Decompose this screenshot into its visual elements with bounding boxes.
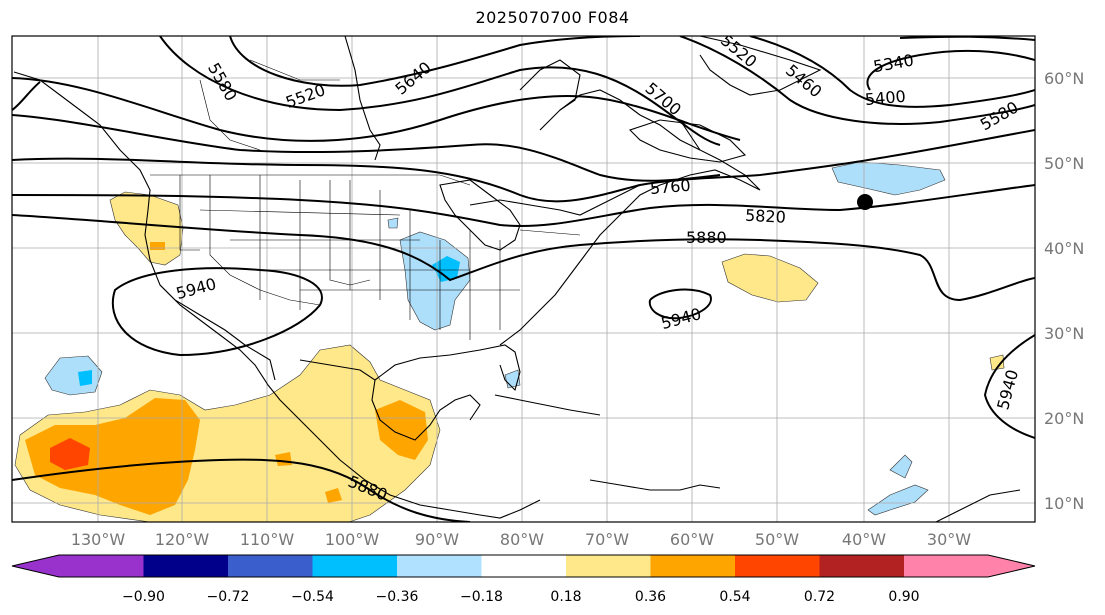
lon-label: 110°W — [240, 530, 295, 549]
political-borders — [150, 59, 581, 340]
positive-anomaly-east — [989, 354, 1005, 371]
longitude-labels: 130°W 120°W 110°W 100°W 90°W 80°W 70°W 6… — [71, 530, 971, 549]
colorbar-tick: 0.54 — [719, 589, 750, 605]
positive-anomaly-strong — [50, 438, 90, 470]
colorbar-segment — [735, 555, 820, 577]
coastlines — [13, 36, 1021, 522]
colorbar-segment — [12, 555, 59, 577]
anomaly-shading — [14, 161, 1005, 522]
colorbar-segment — [566, 555, 651, 577]
colorbar-tick: 0.90 — [888, 589, 919, 605]
colorbar-tick: 0.36 — [635, 589, 666, 605]
positive-anomaly-small-2 — [325, 488, 342, 503]
colorbar-tick: 0.18 — [550, 589, 581, 605]
lat-label: 30°N — [1044, 324, 1084, 343]
graticule — [12, 36, 1035, 522]
colorbar-tick: −0.54 — [291, 589, 334, 605]
colorbar-segment — [312, 555, 397, 577]
colorbar-segment — [904, 555, 989, 577]
negative-anomaly-caribbean-2 — [867, 484, 929, 516]
colorbar-segment — [143, 555, 228, 577]
lat-label: 10°N — [1044, 494, 1084, 513]
lon-label: 30°W — [927, 530, 971, 549]
lon-label: 40°W — [842, 530, 886, 549]
colorbar-tick: −0.72 — [207, 589, 250, 605]
lon-label: 70°W — [585, 530, 629, 549]
negative-anomaly-center — [432, 256, 460, 282]
lat-label: 40°N — [1044, 239, 1084, 258]
colorbar-tick: −0.36 — [376, 589, 419, 605]
contour-label: 5760 — [649, 176, 691, 198]
lon-label: 60°W — [670, 530, 714, 549]
lon-label: 50°W — [755, 530, 799, 549]
negative-anomaly-lakes — [387, 217, 399, 229]
negative-anomaly-atlantic-north — [831, 161, 946, 196]
lat-label: 60°N — [1044, 69, 1084, 88]
low-center-marker-icon — [857, 194, 873, 210]
lat-label: 50°N — [1044, 154, 1084, 173]
contour-label: 5880 — [686, 228, 727, 247]
positive-anomaly-atlantic — [721, 253, 819, 303]
lon-label: 100°W — [325, 530, 380, 549]
colorbar-segment — [481, 555, 566, 577]
lat-label: 20°N — [1044, 409, 1084, 428]
colorbar: −0.90 −0.72 −0.54 −0.36 −0.18 0.18 0.36 … — [11, 554, 1036, 605]
colorbar-tick: 0.72 — [804, 589, 835, 605]
contour-label: 5820 — [745, 206, 787, 227]
negative-anomaly-pacific-core — [78, 370, 92, 386]
positive-anomaly-mexico-mid — [25, 398, 200, 515]
latitude-labels: 60°N 50°N 40°N 30°N 20°N 10°N — [1044, 69, 1084, 513]
map-frame — [11, 35, 1036, 523]
colorbar-tick: −0.18 — [460, 589, 503, 605]
lon-label: 90°W — [415, 530, 459, 549]
lon-label: 130°W — [71, 530, 126, 549]
contour-label: 5400 — [864, 87, 906, 109]
height-contours — [12, 36, 1035, 522]
negative-anomaly-pacific — [44, 355, 103, 396]
map-panel: 5580 5520 5640 5520 5460 5340 5400 5580 … — [12, 36, 1035, 522]
colorbar-outline — [11, 554, 1036, 578]
negative-anomaly-mississippi — [399, 231, 471, 331]
lon-label: 120°W — [155, 530, 210, 549]
colorbar-segment — [59, 555, 144, 577]
negative-anomaly-caribbean-1 — [889, 454, 913, 479]
colorbar-segment — [819, 555, 904, 577]
positive-anomaly-small-3 — [150, 242, 165, 250]
colorbar-segment — [228, 555, 313, 577]
map-title: 2025070700 F084 — [475, 8, 630, 27]
lon-label: 80°W — [500, 530, 544, 549]
colorbar-segment — [397, 555, 482, 577]
colorbar-segment — [988, 555, 1035, 577]
colorbar-tick: −0.90 — [122, 589, 165, 605]
positive-anomaly-gulf-mid — [375, 400, 428, 460]
colorbar-segment — [650, 555, 735, 577]
